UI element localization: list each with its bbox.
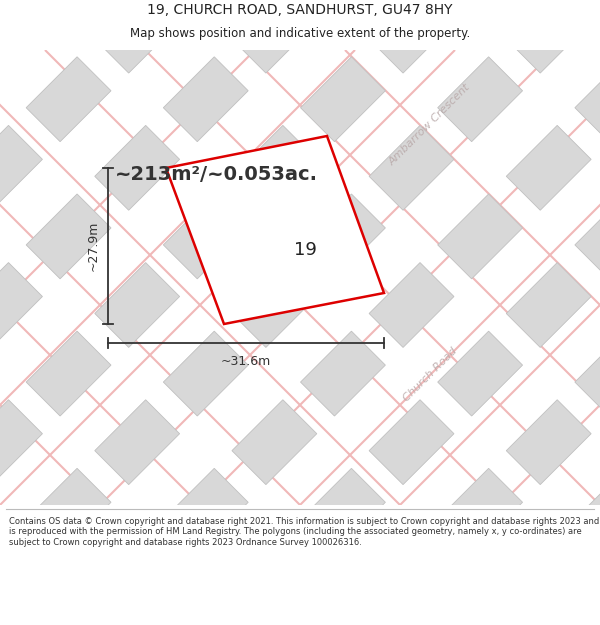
Polygon shape [0,400,43,484]
Polygon shape [301,468,385,553]
Polygon shape [369,126,454,210]
Polygon shape [0,262,43,348]
Polygon shape [232,400,317,484]
Text: Contains OS data © Crown copyright and database right 2021. This information is : Contains OS data © Crown copyright and d… [9,517,599,547]
Text: ~27.9m: ~27.9m [87,221,100,271]
Polygon shape [95,400,179,484]
Text: ~31.6m: ~31.6m [221,355,271,368]
Polygon shape [369,262,454,348]
Polygon shape [163,194,248,279]
Polygon shape [95,262,179,348]
Polygon shape [163,468,248,553]
Polygon shape [437,57,523,142]
Polygon shape [437,331,523,416]
Polygon shape [575,331,600,416]
Polygon shape [26,331,111,416]
Polygon shape [301,57,385,142]
Polygon shape [232,0,317,73]
Polygon shape [95,0,179,73]
Polygon shape [301,331,385,416]
Polygon shape [506,0,591,73]
Polygon shape [163,331,248,416]
Polygon shape [163,57,248,142]
Polygon shape [437,194,523,279]
Polygon shape [166,136,384,324]
Polygon shape [26,468,111,553]
Polygon shape [0,126,43,210]
Polygon shape [369,0,454,73]
Polygon shape [26,57,111,142]
Text: Church Road: Church Road [401,346,459,404]
Text: 19: 19 [294,241,317,259]
Text: Ambarrow Crescent: Ambarrow Crescent [388,82,473,168]
Polygon shape [575,194,600,279]
Polygon shape [26,194,111,279]
Polygon shape [232,262,317,348]
Text: Map shows position and indicative extent of the property.: Map shows position and indicative extent… [130,28,470,41]
Text: ~213m²/~0.053ac.: ~213m²/~0.053ac. [115,166,318,184]
Polygon shape [437,468,523,553]
Polygon shape [95,126,179,210]
Polygon shape [506,126,591,210]
Polygon shape [301,194,385,279]
Polygon shape [575,468,600,553]
Polygon shape [506,400,591,484]
Polygon shape [369,400,454,484]
Text: 19, CHURCH ROAD, SANDHURST, GU47 8HY: 19, CHURCH ROAD, SANDHURST, GU47 8HY [147,2,453,16]
Polygon shape [232,126,317,210]
Polygon shape [506,262,591,348]
Polygon shape [575,57,600,142]
